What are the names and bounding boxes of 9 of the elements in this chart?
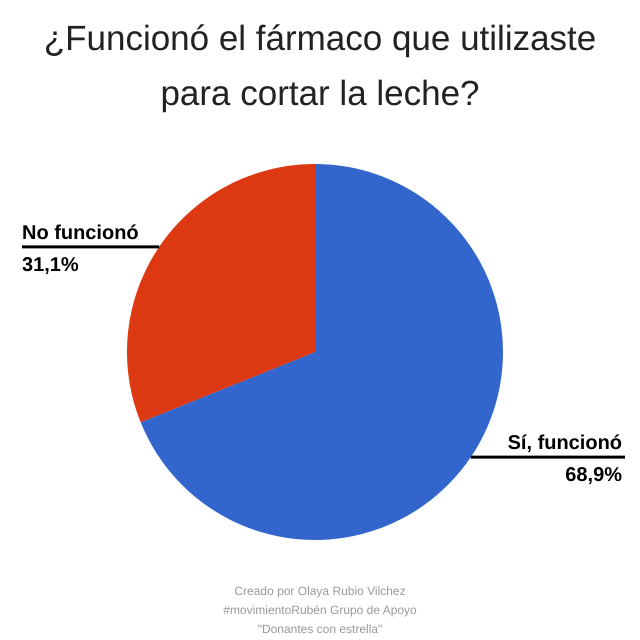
text: #movimientoRubén Grupo de Apoyo (223, 603, 418, 617)
data-label: 31,1% (22, 254, 79, 276)
text: "Donantes con estrella" (258, 622, 382, 636)
text: Creado por Olaya Rubio Vilchez (234, 584, 406, 598)
slice-label: Sí, funcionó (508, 432, 622, 454)
pie-slice (140, 164, 503, 540)
chart-title: ¿Funcionó el fármaco que utilizaste para cortar la leche? (44, 19, 596, 113)
slice-label: No funcionó (22, 222, 139, 244)
data-label: 68,9% (565, 464, 622, 486)
